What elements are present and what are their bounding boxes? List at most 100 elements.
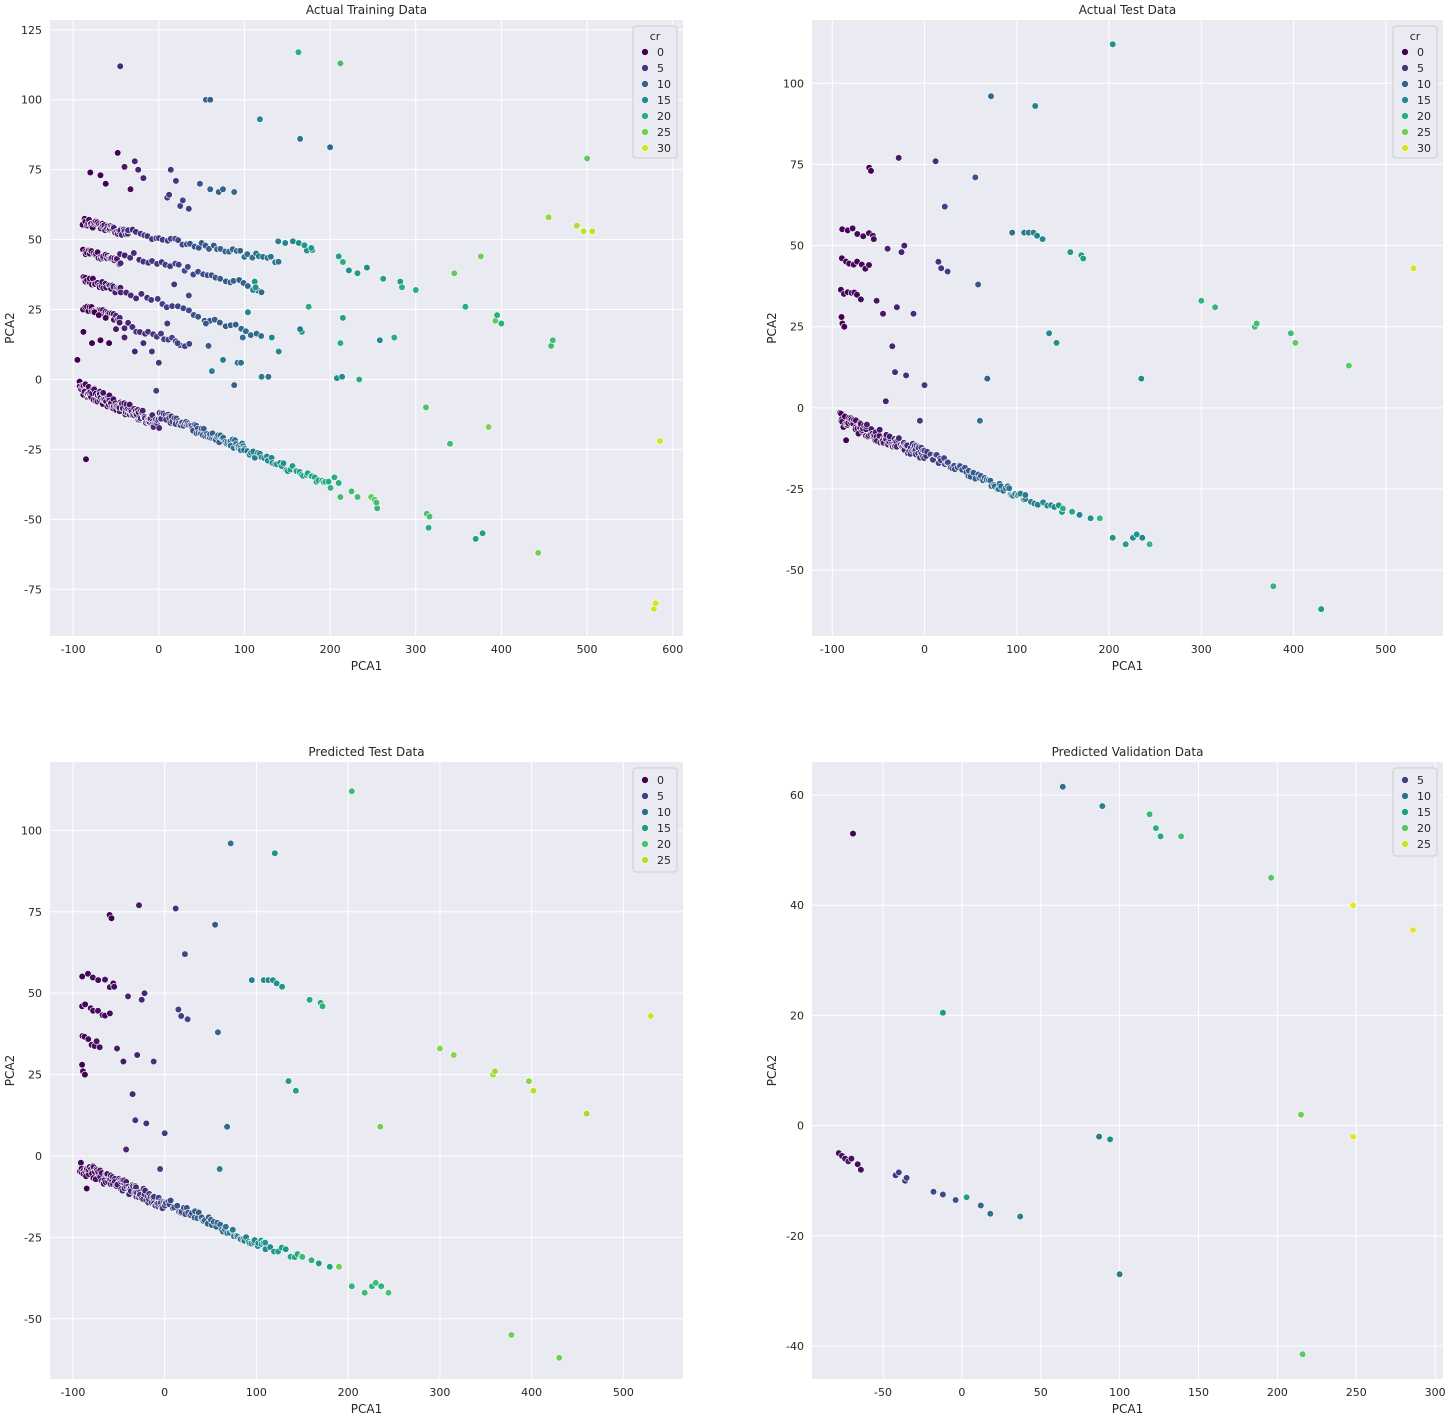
- x-tick-label: 400: [1283, 643, 1304, 656]
- data-point: [307, 1256, 316, 1264]
- legend-entry-label: 20: [657, 110, 671, 123]
- data-point: [258, 373, 266, 381]
- data-point: [175, 261, 183, 269]
- data-point: [137, 290, 145, 298]
- y-tick-label: 0: [797, 402, 804, 415]
- data-point: [130, 249, 138, 257]
- data-point: [184, 263, 192, 271]
- data-point: [172, 904, 180, 913]
- data-point: [96, 171, 105, 179]
- data-point: [105, 339, 113, 347]
- data-point: [204, 342, 213, 350]
- legend-marker: [1401, 128, 1409, 136]
- data-point: [1068, 508, 1076, 516]
- data-point: [131, 1116, 139, 1124]
- data-point: [1145, 810, 1154, 818]
- data-point: [273, 979, 281, 988]
- data-point: [1152, 824, 1160, 832]
- subplot-1: -100 0 100 200 300 400 500 600-75-50-2502550751…: [3, 3, 683, 673]
- scatter-points: [835, 783, 1417, 1358]
- data-point: [185, 306, 193, 315]
- data-point: [355, 375, 363, 384]
- x-tick-label: 400: [491, 643, 512, 656]
- x-tick-label: 200: [1099, 643, 1120, 656]
- data-point: [84, 970, 92, 978]
- data-point: [1109, 40, 1117, 48]
- data-point: [120, 324, 129, 332]
- data-point: [326, 484, 335, 492]
- data-point: [1269, 582, 1277, 590]
- data-point: [1095, 1132, 1103, 1141]
- chart-title: Predicted Validation Data: [1052, 745, 1204, 759]
- data-point: [95, 311, 103, 319]
- data-point: [976, 417, 984, 425]
- plot-area: [812, 762, 1443, 1379]
- x-axis-label: PCA1: [351, 659, 382, 673]
- y-axis-label: PCA2: [3, 1055, 17, 1086]
- data-point: [307, 244, 315, 252]
- data-point: [152, 387, 160, 395]
- data-point: [1109, 534, 1117, 542]
- scatter-points: [73, 48, 664, 613]
- data-point: [943, 267, 952, 276]
- y-tick-label: 20: [790, 1009, 804, 1022]
- y-tick-label: 40: [790, 899, 804, 912]
- data-point: [1267, 874, 1275, 882]
- legend-entry-label: 10: [657, 806, 671, 819]
- data-point: [379, 275, 387, 283]
- data-point: [376, 1123, 384, 1131]
- data-point: [1021, 491, 1029, 499]
- data-point: [937, 264, 945, 272]
- plot-area: [50, 762, 683, 1379]
- data-point: [167, 1196, 175, 1205]
- data-point: [196, 180, 204, 188]
- data-point: [412, 286, 420, 294]
- legend-marker: [1401, 64, 1409, 72]
- y-tick-label: 60: [790, 789, 804, 802]
- data-point: [971, 173, 979, 181]
- data-point: [232, 321, 240, 329]
- y-axis-label: PCA2: [765, 312, 779, 343]
- legend-entry-label: 5: [657, 790, 664, 803]
- data-point: [398, 283, 406, 291]
- scatter-points: [76, 787, 655, 1362]
- x-tick-label: 500: [577, 643, 598, 656]
- x-tick-label: 300: [1191, 643, 1212, 656]
- data-point: [242, 327, 250, 335]
- data-point: [339, 314, 347, 322]
- data-point: [1016, 1212, 1024, 1221]
- legend-entry-label: 15: [1417, 806, 1431, 819]
- data-point: [257, 332, 265, 340]
- legend-entry-label: 30: [1417, 142, 1431, 155]
- data-point: [139, 407, 147, 415]
- legend-marker: [641, 840, 649, 848]
- x-tick-label: 500: [613, 1386, 634, 1399]
- legend: cr 0 5 10 15 20 25 30: [632, 25, 678, 159]
- data-point: [974, 280, 982, 289]
- y-tick-label: 75: [28, 164, 42, 177]
- legend-entry-label: 15: [657, 822, 671, 835]
- x-axis-label: PCA1: [1112, 1402, 1143, 1416]
- data-point: [338, 373, 346, 381]
- data-point: [977, 1201, 985, 1210]
- data-point: [939, 1190, 947, 1199]
- data-point: [1122, 540, 1130, 548]
- data-point: [902, 1174, 911, 1182]
- data-point: [124, 319, 132, 327]
- legend-marker: [641, 824, 649, 832]
- data-point: [895, 1168, 903, 1176]
- data-point: [1133, 530, 1141, 539]
- data-point: [324, 478, 333, 486]
- data-point: [525, 1077, 533, 1085]
- legend-box: [1392, 25, 1438, 159]
- data-point: [1156, 832, 1165, 841]
- x-tick-label: 0: [155, 643, 162, 656]
- data-point: [165, 191, 173, 199]
- data-point: [244, 282, 252, 290]
- data-point: [891, 368, 899, 376]
- data-point: [883, 245, 892, 253]
- data-point: [939, 1009, 947, 1017]
- data-point: [126, 254, 134, 262]
- legend-marker: [641, 776, 649, 784]
- data-point: [298, 1253, 306, 1261]
